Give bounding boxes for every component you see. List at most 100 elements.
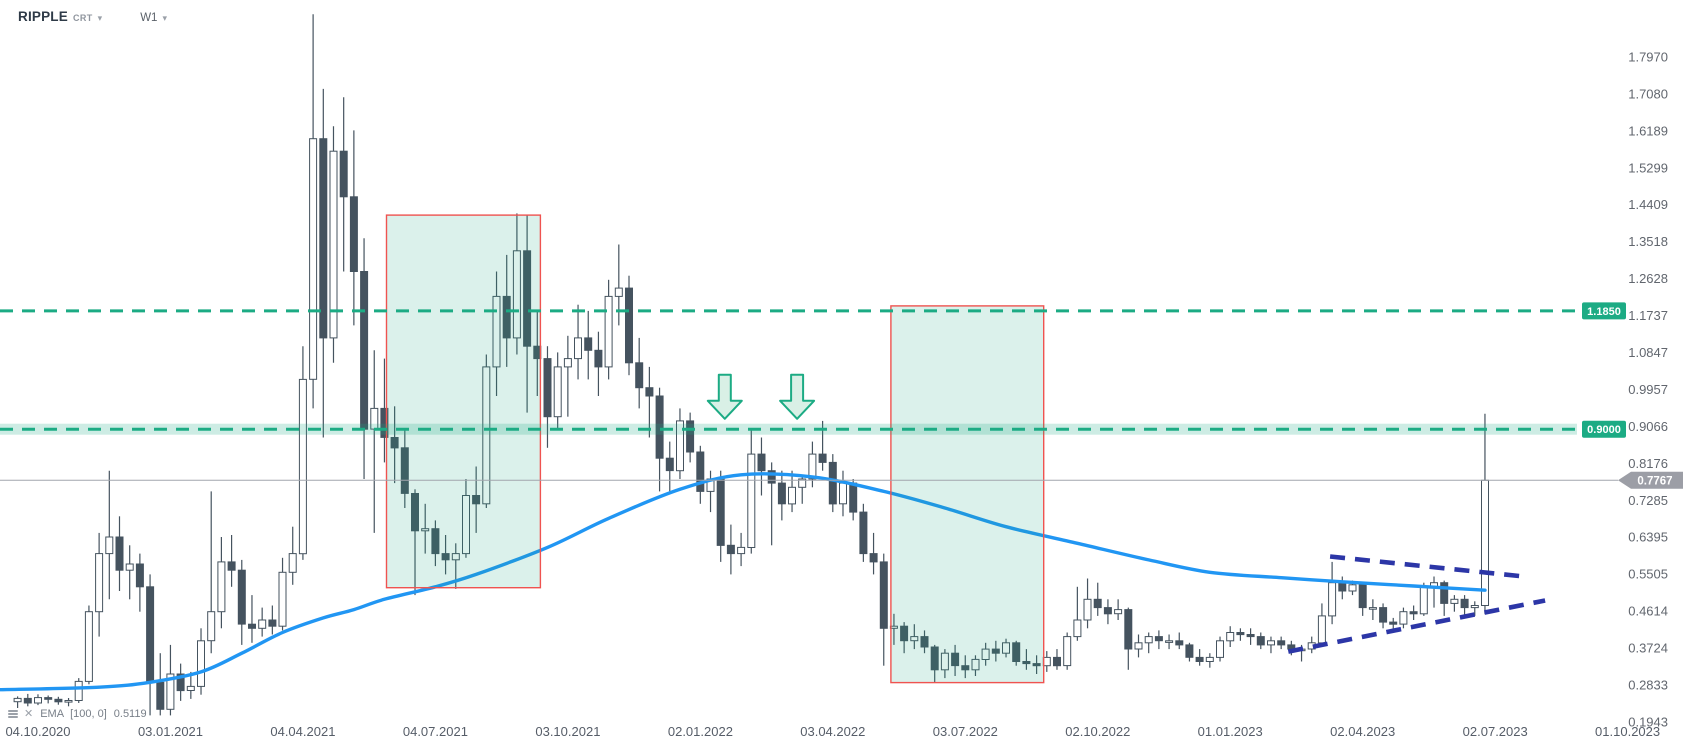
candle — [706, 470, 715, 513]
candle — [869, 532, 878, 575]
price-axis[interactable]: 1.7970 1.7080 1.6189 1.5299 1.4409 1.3518 1.26… — [1628, 50, 1668, 730]
candle — [319, 88, 328, 438]
candle — [339, 97, 348, 272]
candle — [696, 445, 705, 504]
indicator-legend: ✕ EMA [100, 0] 0.5119 — [8, 708, 147, 720]
timeframe-dropdown-caret-icon[interactable]: ▾ — [162, 13, 167, 23]
current-price-badge-label: 0.7767 — [1637, 475, 1672, 487]
candle — [360, 238, 369, 479]
date-label: 02.10.2022 — [1065, 724, 1130, 739]
symbol-name[interactable]: RIPPLE — [18, 9, 68, 24]
candle — [859, 503, 868, 562]
candle — [1073, 586, 1082, 641]
candle — [1277, 636, 1286, 650]
candle — [1083, 578, 1092, 629]
candle — [1481, 413, 1489, 614]
candle — [614, 244, 623, 326]
candle — [146, 574, 155, 716]
candle — [747, 429, 756, 554]
symbol-dropdown-caret-icon[interactable]: ▾ — [97, 13, 103, 23]
candle — [625, 275, 633, 376]
candle — [757, 437, 766, 496]
candle — [105, 470, 114, 600]
candle — [390, 406, 399, 484]
candle — [1114, 599, 1123, 620]
candle — [910, 624, 919, 650]
price-tick-label: 1.6189 — [1628, 123, 1668, 138]
rows-icon[interactable] — [8, 710, 18, 718]
supply-demand-zone[interactable] — [890, 305, 1045, 684]
candle — [258, 607, 267, 637]
date-axis[interactable]: 04.10.2020 03.01.2021 04.04.2021 04.07.2021… — [5, 724, 1660, 739]
candle — [1185, 642, 1194, 662]
candle — [798, 474, 807, 504]
date-label: 01.01.2023 — [1198, 724, 1263, 739]
date-label: 01.10.2023 — [1595, 724, 1660, 739]
candle — [1165, 634, 1174, 650]
candle — [655, 387, 664, 492]
candle — [920, 630, 929, 654]
candle — [431, 520, 440, 567]
price-tick-label: 0.1943 — [1628, 715, 1668, 730]
trendline[interactable] — [1287, 598, 1546, 654]
candle — [767, 462, 776, 546]
candle — [1124, 607, 1133, 670]
candle — [726, 524, 735, 575]
price-tick-label: 1.1737 — [1628, 308, 1668, 323]
candle — [1103, 599, 1112, 625]
level-halo — [0, 423, 1577, 435]
candle — [23, 693, 32, 707]
date-label: 02.07.2023 — [1463, 724, 1528, 739]
price-tick-label: 1.3518 — [1628, 234, 1668, 249]
candle — [574, 304, 582, 380]
price-tick-label: 0.4614 — [1628, 604, 1668, 619]
candle — [1246, 628, 1255, 645]
price-tick-label: 0.6395 — [1628, 530, 1668, 545]
candle — [553, 352, 562, 430]
price-tick-label: 0.7285 — [1628, 493, 1668, 508]
candle — [1093, 582, 1102, 616]
date-label: 04.07.2021 — [403, 724, 468, 739]
down-arrow-marker[interactable] — [779, 373, 816, 420]
candle — [635, 337, 644, 409]
indicator-name[interactable]: EMA — [40, 708, 65, 720]
candle — [462, 479, 470, 558]
indicator-close-icon[interactable]: ✕ — [24, 707, 34, 720]
candle — [441, 535, 450, 575]
date-label: 04.04.2021 — [270, 724, 335, 739]
down-arrow-marker[interactable] — [706, 373, 743, 420]
candle — [808, 441, 817, 488]
candle — [951, 644, 960, 676]
candle — [54, 696, 63, 705]
candle — [686, 412, 695, 463]
candle — [1358, 582, 1367, 616]
candle — [991, 640, 1000, 662]
candle — [370, 350, 379, 533]
candle — [1440, 580, 1449, 616]
price-tick-label: 0.9957 — [1628, 382, 1668, 397]
candle — [981, 642, 990, 666]
trendline[interactable] — [1329, 554, 1529, 580]
price-tick-label: 0.3724 — [1628, 641, 1668, 656]
candle — [1053, 649, 1061, 670]
candle — [135, 553, 144, 612]
timeframe-selector[interactable]: W1 — [140, 12, 158, 24]
candle — [34, 694, 42, 706]
candle — [1470, 601, 1479, 616]
candle — [645, 366, 654, 438]
candle — [1256, 632, 1265, 650]
price-tick-label: 0.2833 — [1628, 678, 1668, 693]
candle — [278, 557, 287, 631]
candle — [1134, 634, 1143, 658]
price-tick-label: 1.0847 — [1628, 345, 1668, 360]
candle — [879, 553, 888, 666]
candle — [930, 644, 939, 683]
price-tick-label: 1.7080 — [1628, 86, 1668, 101]
candle — [268, 605, 277, 635]
candle — [1063, 632, 1072, 670]
price-tick-label: 0.5505 — [1628, 567, 1668, 582]
candle — [594, 331, 603, 396]
price-tick-label: 0.8176 — [1628, 456, 1668, 471]
supply-demand-zone[interactable] — [385, 214, 542, 589]
